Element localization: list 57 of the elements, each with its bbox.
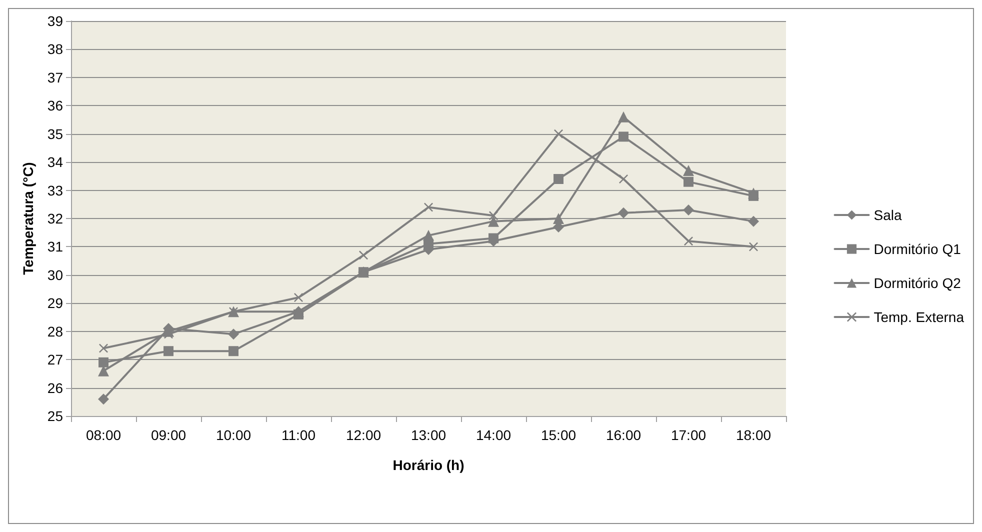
y-tick-label: 26: [47, 380, 64, 396]
point: [424, 202, 433, 212]
legend-label: Temp. Externa: [874, 309, 964, 325]
y-tick-label: 37: [47, 69, 64, 86]
point: [618, 207, 629, 218]
point: [618, 111, 629, 122]
point: [164, 346, 174, 356]
x-axis-title: Horário (h): [392, 457, 464, 473]
point: [228, 328, 239, 340]
x-tick-label: 16:00: [606, 427, 642, 443]
point: [99, 344, 108, 353]
point: [748, 188, 759, 199]
x-tick-label: 12:00: [346, 427, 382, 443]
legend-label: Dormitório Q2: [874, 275, 962, 291]
point: [749, 242, 758, 252]
y-tick-label: 33: [47, 182, 64, 198]
x-tick-label: 17:00: [670, 427, 706, 443]
y-tick-label: 38: [47, 41, 64, 58]
x-tick-label: 10:00: [216, 427, 252, 443]
point: [359, 250, 368, 260]
point: [554, 174, 564, 184]
point: [683, 165, 694, 176]
x-tick-label: 14:00: [476, 427, 512, 443]
y-tick-label: 35: [47, 126, 64, 142]
point: [164, 330, 173, 339]
y-tick-label: 32: [47, 210, 64, 226]
point: [684, 176, 694, 187]
x-tick-label: 09:00: [150, 427, 186, 443]
point: [489, 211, 498, 220]
point: [228, 346, 238, 356]
y-tick-label: 30: [47, 266, 64, 283]
point: [98, 357, 108, 368]
point: [618, 132, 628, 142]
x-tick-label: 08:00: [86, 427, 122, 443]
y-tick-label: 25: [47, 408, 64, 424]
x-tick-label: 11:00: [282, 427, 316, 443]
y-tick-label: 28: [47, 323, 64, 340]
point: [423, 230, 434, 241]
y-tick-label: 34: [47, 154, 64, 170]
y-tick-label: 27: [47, 352, 64, 368]
point: [683, 204, 694, 216]
point: [748, 216, 759, 227]
x-tick-label: 18:00: [736, 427, 772, 443]
y-tick-label: 31: [47, 238, 64, 255]
x-tick-label: 13:00: [410, 427, 446, 443]
x-tick-label: 15:00: [540, 427, 576, 443]
point: [553, 213, 564, 224]
y-axis-title: Temperatura (°C): [20, 162, 36, 275]
point: [488, 233, 498, 244]
y-tick-label: 29: [47, 295, 64, 312]
y-tick-label: 39: [47, 13, 64, 29]
y-tick-label: 36: [47, 98, 64, 114]
point: [98, 394, 109, 405]
legend-label: Sala: [874, 207, 902, 223]
legend-label: Dormitório Q1: [874, 241, 962, 257]
point: [488, 216, 499, 227]
point: [554, 129, 563, 138]
